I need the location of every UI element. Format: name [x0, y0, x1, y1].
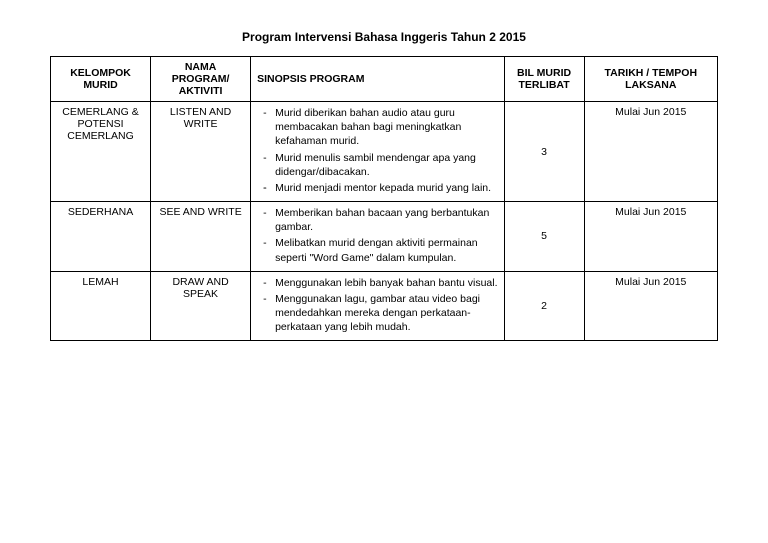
cell-nama: DRAW AND SPEAK	[151, 271, 251, 341]
sinopsis-item: Menggunakan lebih banyak bahan bantu vis…	[257, 276, 497, 290]
header-nama: NAMA PROGRAM/ AKTIVITI	[151, 57, 251, 102]
document-title: Program Intervensi Bahasa Inggeris Tahun…	[50, 30, 718, 44]
cell-sinopsis: Memberikan bahan bacaan yang berbantukan…	[251, 202, 504, 272]
cell-sinopsis: Murid diberikan bahan audio atau guru me…	[251, 102, 504, 202]
program-table: KELOMPOK MURID NAMA PROGRAM/ AKTIVITI SI…	[50, 56, 718, 341]
cell-nama: LISTEN AND WRITE	[151, 102, 251, 202]
sinopsis-item: Murid menulis sambil mendengar apa yang …	[257, 151, 497, 179]
header-tarikh: TARIKH / TEMPOH LAKSANA	[584, 57, 717, 102]
sinopsis-item: Murid diberikan bahan audio atau guru me…	[257, 106, 497, 149]
cell-nama: SEE AND WRITE	[151, 202, 251, 272]
sinopsis-list: Menggunakan lebih banyak bahan bantu vis…	[257, 276, 497, 335]
cell-kelompok: CEMERLANG & POTENSI CEMERLANG	[51, 102, 151, 202]
sinopsis-item: Menggunakan lagu, gambar atau video bagi…	[257, 292, 497, 335]
cell-bil: 3	[504, 102, 584, 202]
cell-tarikh: Mulai Jun 2015	[584, 271, 717, 341]
table-row: CEMERLANG & POTENSI CEMERLANG LISTEN AND…	[51, 102, 718, 202]
cell-kelompok: SEDERHANA	[51, 202, 151, 272]
cell-tarikh: Mulai Jun 2015	[584, 202, 717, 272]
cell-tarikh: Mulai Jun 2015	[584, 102, 717, 202]
table-row: SEDERHANA SEE AND WRITE Memberikan bahan…	[51, 202, 718, 272]
table-row: LEMAH DRAW AND SPEAK Menggunakan lebih b…	[51, 271, 718, 341]
sinopsis-item: Memberikan bahan bacaan yang berbantukan…	[257, 206, 497, 234]
sinopsis-list: Memberikan bahan bacaan yang berbantukan…	[257, 206, 497, 265]
cell-kelompok: LEMAH	[51, 271, 151, 341]
table-header-row: KELOMPOK MURID NAMA PROGRAM/ AKTIVITI SI…	[51, 57, 718, 102]
cell-bil: 5	[504, 202, 584, 272]
sinopsis-item: Melibatkan murid dengan aktiviti permain…	[257, 236, 497, 264]
header-sinopsis: SINOPSIS PROGRAM	[251, 57, 504, 102]
header-bil: BIL MURID TERLIBAT	[504, 57, 584, 102]
cell-bil: 2	[504, 271, 584, 341]
sinopsis-item: Murid menjadi mentor kepada murid yang l…	[257, 181, 497, 195]
cell-sinopsis: Menggunakan lebih banyak bahan bantu vis…	[251, 271, 504, 341]
sinopsis-list: Murid diberikan bahan audio atau guru me…	[257, 106, 497, 195]
header-kelompok: KELOMPOK MURID	[51, 57, 151, 102]
